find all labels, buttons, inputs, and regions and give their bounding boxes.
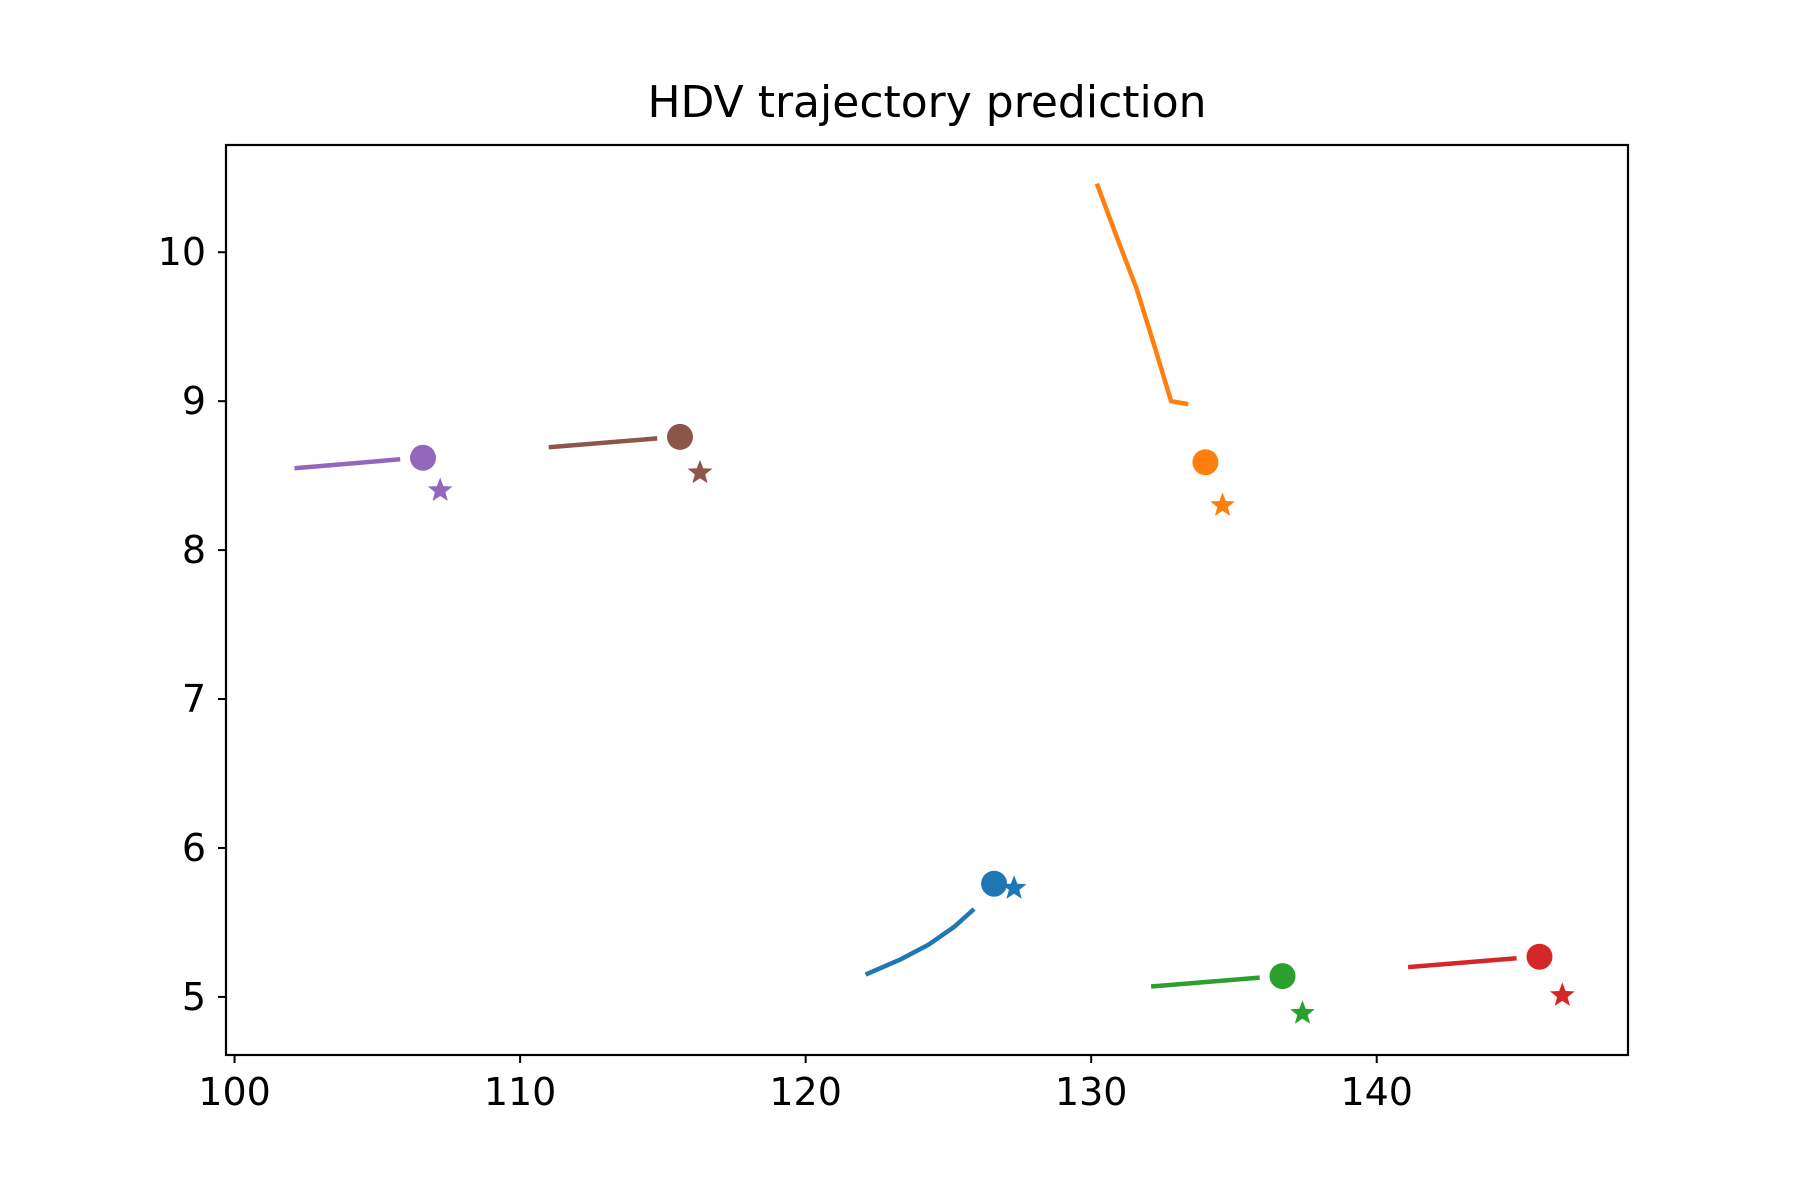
series-5: [548, 423, 713, 484]
y-tick-label: 9: [182, 379, 206, 423]
current-position-point-1: [1192, 449, 1219, 476]
target-star-point-5: [687, 459, 713, 484]
current-position-point-5: [667, 423, 693, 450]
chart-title: HDV trajectory prediction: [647, 77, 1206, 128]
trajectory-line-5: [548, 436, 658, 450]
x-tick-label: 110: [484, 1070, 557, 1114]
series-0: [864, 870, 1027, 977]
trajectory-line-2: [1150, 975, 1260, 989]
target-star-point-2: [1290, 1000, 1315, 1024]
current-position-point-4: [410, 444, 436, 471]
trajectory-line-3: [1407, 955, 1517, 970]
target-star-point-4: [427, 477, 453, 501]
x-tick-label: 130: [1055, 1070, 1128, 1114]
current-position-point-0: [981, 870, 1008, 897]
y-tick-label: 8: [182, 528, 206, 572]
series-1: [1094, 182, 1235, 516]
y-tick-label: 5: [182, 975, 206, 1019]
plot-area: [294, 182, 1575, 1024]
y-tick-label: 10: [158, 230, 206, 274]
target-star-point-1: [1210, 492, 1235, 516]
series-4: [294, 444, 453, 501]
trajectory-line-4: [294, 457, 401, 471]
target-star-point-3: [1550, 982, 1575, 1006]
plot-frame: [224, 143, 1630, 1057]
y-tick-label: 6: [182, 826, 206, 870]
trajectory-line-0: [864, 907, 976, 977]
y-axis: 5 6 7 8 9 10: [158, 230, 226, 1019]
x-axis: 100 110 120 130 140: [198, 1055, 1413, 1114]
trajectory-line-1: [1094, 182, 1189, 407]
x-tick-label: 100: [198, 1070, 271, 1114]
current-position-point-2: [1269, 963, 1296, 990]
y-tick-label: 7: [182, 677, 206, 721]
target-star-point-0: [1001, 875, 1027, 899]
x-tick-label: 120: [769, 1070, 842, 1114]
series-3: [1407, 943, 1575, 1006]
current-position-point-3: [1526, 943, 1553, 970]
x-tick-label: 140: [1340, 1070, 1413, 1114]
series-2: [1150, 963, 1315, 1024]
